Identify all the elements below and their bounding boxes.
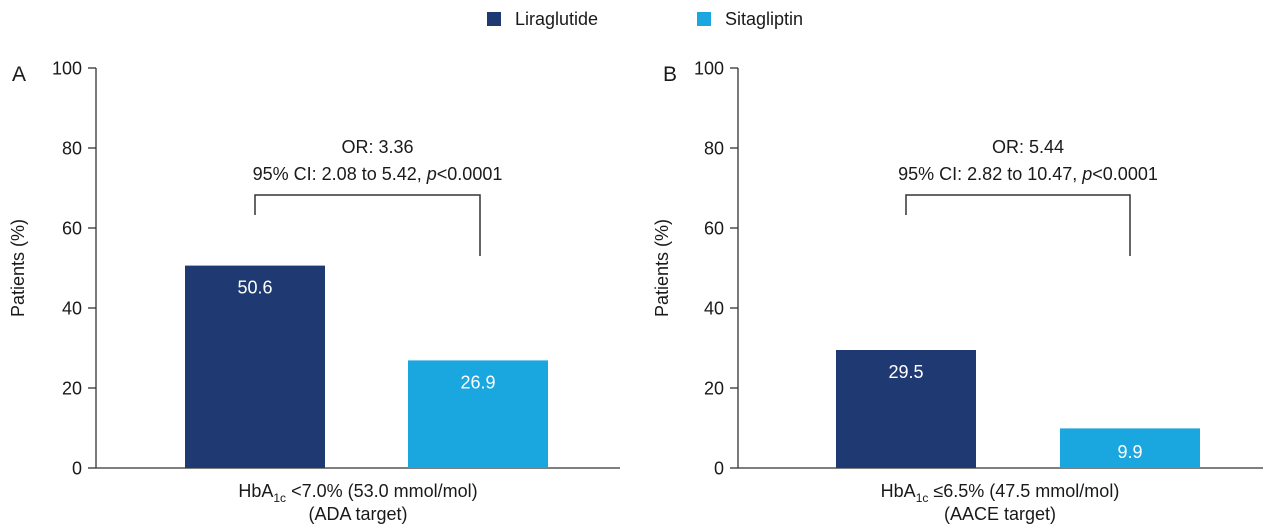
- y-tick-label-40: 40: [704, 299, 724, 319]
- data-label-liraglutide: 29.5: [888, 362, 923, 382]
- panel-label: A: [12, 63, 26, 86]
- y-axis-label: Patients (%): [8, 219, 28, 317]
- annotation-odds-ratio: OR: 3.36: [341, 137, 413, 157]
- y-axis-label: Patients (%): [652, 219, 672, 317]
- y-tick-label-100: 100: [694, 59, 724, 79]
- legend-label-0: Liraglutide: [515, 9, 598, 29]
- legend-swatch-0: [487, 12, 501, 26]
- y-tick-label-60: 60: [704, 219, 724, 239]
- x-axis-sublabel: (ADA target): [308, 504, 407, 524]
- bar-liraglutide: [836, 350, 976, 468]
- data-label-liraglutide: 50.6: [237, 278, 272, 298]
- panel-B: B 0 20 40 60 80 100 Patients (%) 29.5 9.9 OR: 5.44…: [652, 59, 1263, 524]
- bar-liraglutide: [185, 265, 325, 468]
- significance-bracket: [905, 194, 1131, 256]
- panel-A: A 0 20 40 60 80 100 Patients (%) 50.6 26.9 OR: 3.3…: [8, 59, 620, 524]
- panels: A 0 20 40 60 80 100 Patients (%) 50.6 26.9 OR: 3.3…: [8, 59, 1263, 524]
- annotation-odds-ratio: OR: 5.44: [992, 137, 1064, 157]
- y-tick-label-0: 0: [714, 459, 724, 479]
- bar-sitagliptin: [408, 360, 548, 468]
- significance-bracket: [254, 194, 481, 256]
- bar-sitagliptin: [1060, 428, 1200, 468]
- annotation-ci: 95% CI: 2.82 to 10.47, p<0.0001: [898, 164, 1158, 184]
- y-tick-label-80: 80: [704, 139, 724, 159]
- y-tick-label-20: 20: [62, 379, 82, 399]
- x-axis-label: HbA1c <7.0% (53.0 mmol/mol): [238, 481, 477, 505]
- y-tick-label-20: 20: [704, 379, 724, 399]
- y-tick-label-0: 0: [72, 459, 82, 479]
- x-axis-label: HbA1c ≤6.5% (47.5 mmol/mol): [881, 481, 1120, 505]
- data-label-sitagliptin: 26.9: [460, 372, 495, 392]
- y-tick-label-80: 80: [62, 139, 82, 159]
- y-tick-label-40: 40: [62, 299, 82, 319]
- panel-label: B: [663, 63, 677, 86]
- y-tick-label-60: 60: [62, 219, 82, 239]
- y-tick-label-100: 100: [52, 59, 82, 79]
- legend-swatch-1: [697, 12, 711, 26]
- legend-label-1: Sitagliptin: [725, 9, 803, 29]
- x-axis-sublabel: (AACE target): [944, 504, 1056, 524]
- data-label-sitagliptin: 9.9: [1117, 442, 1142, 462]
- annotation-ci: 95% CI: 2.08 to 5.42, p<0.0001: [253, 164, 503, 184]
- legend: Liraglutide Sitagliptin: [487, 9, 803, 29]
